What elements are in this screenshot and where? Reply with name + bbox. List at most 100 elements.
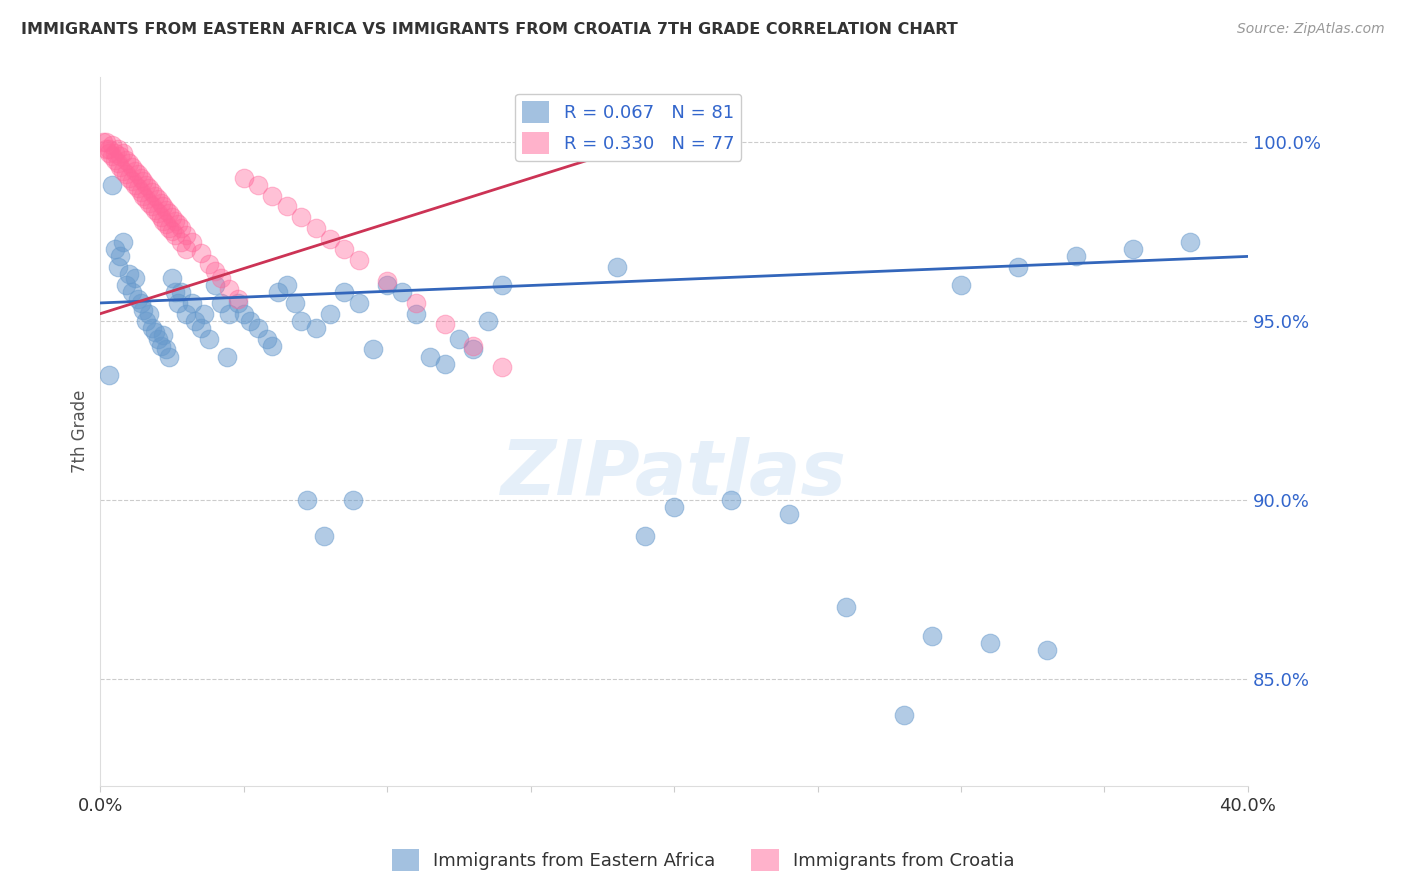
Point <box>209 296 232 310</box>
Point <box>295 492 318 507</box>
Point <box>157 220 180 235</box>
Point <box>304 321 326 335</box>
Point <box>101 138 124 153</box>
Point <box>101 149 124 163</box>
Point <box>155 343 177 357</box>
Point <box>226 296 249 310</box>
Point <box>198 332 221 346</box>
Point <box>129 185 152 199</box>
Point <box>118 268 141 282</box>
Point <box>1036 643 1059 657</box>
Point <box>232 170 254 185</box>
Point <box>160 210 183 224</box>
Point <box>548 142 571 156</box>
Point <box>662 500 685 514</box>
Point <box>256 332 278 346</box>
Point <box>333 242 356 256</box>
Text: ZIPatlas: ZIPatlas <box>501 437 846 511</box>
Point <box>276 199 298 213</box>
Point <box>115 153 138 167</box>
Point <box>110 160 132 174</box>
Point <box>163 213 186 227</box>
Point <box>491 278 513 293</box>
Point <box>155 202 177 217</box>
Point <box>121 174 143 188</box>
Point <box>112 145 135 160</box>
Point <box>149 210 172 224</box>
Point <box>1064 249 1087 263</box>
Point <box>319 231 342 245</box>
Point <box>163 285 186 300</box>
Point <box>115 167 138 181</box>
Point <box>160 224 183 238</box>
Point <box>193 307 215 321</box>
Point <box>232 307 254 321</box>
Point <box>433 357 456 371</box>
Point <box>127 293 149 307</box>
Point <box>463 343 485 357</box>
Point <box>118 156 141 170</box>
Point <box>112 163 135 178</box>
Point <box>127 167 149 181</box>
Point <box>477 314 499 328</box>
Point <box>949 278 972 293</box>
Point <box>155 217 177 231</box>
Point <box>146 192 169 206</box>
Point <box>170 220 193 235</box>
Point <box>121 285 143 300</box>
Point <box>149 195 172 210</box>
Point <box>447 332 470 346</box>
Point <box>391 285 413 300</box>
Point <box>170 285 193 300</box>
Point <box>290 314 312 328</box>
Point <box>115 278 138 293</box>
Point <box>141 185 163 199</box>
Point <box>152 328 174 343</box>
Point <box>112 235 135 249</box>
Point <box>519 142 541 156</box>
Point <box>166 217 188 231</box>
Y-axis label: 7th Grade: 7th Grade <box>72 390 89 474</box>
Point <box>127 181 149 195</box>
Point <box>247 321 270 335</box>
Point <box>921 629 943 643</box>
Point <box>491 360 513 375</box>
Point <box>979 636 1001 650</box>
Point <box>190 321 212 335</box>
Point <box>634 528 657 542</box>
Point <box>375 275 398 289</box>
Point <box>204 264 226 278</box>
Point <box>143 188 166 202</box>
Point <box>110 149 132 163</box>
Point <box>124 271 146 285</box>
Point <box>218 282 240 296</box>
Point <box>181 235 204 249</box>
Point <box>181 296 204 310</box>
Point <box>433 318 456 332</box>
Point <box>110 249 132 263</box>
Point <box>129 170 152 185</box>
Point <box>375 278 398 293</box>
Point <box>262 188 284 202</box>
Point <box>107 260 129 274</box>
Point <box>97 142 120 156</box>
Point <box>893 707 915 722</box>
Legend: R = 0.067   N = 81, R = 0.330   N = 77: R = 0.067 N = 81, R = 0.330 N = 77 <box>515 94 741 161</box>
Point <box>138 181 160 195</box>
Point <box>152 199 174 213</box>
Point <box>104 145 127 160</box>
Point <box>141 199 163 213</box>
Point <box>184 314 207 328</box>
Point <box>342 492 364 507</box>
Point <box>143 202 166 217</box>
Point <box>170 235 193 249</box>
Text: IMMIGRANTS FROM EASTERN AFRICA VS IMMIGRANTS FROM CROATIA 7TH GRADE CORRELATION : IMMIGRANTS FROM EASTERN AFRICA VS IMMIGR… <box>21 22 957 37</box>
Point <box>124 163 146 178</box>
Point <box>226 293 249 307</box>
Point <box>333 285 356 300</box>
Point <box>132 188 155 202</box>
Point <box>276 278 298 293</box>
Point <box>778 507 800 521</box>
Point <box>138 195 160 210</box>
Point <box>284 296 307 310</box>
